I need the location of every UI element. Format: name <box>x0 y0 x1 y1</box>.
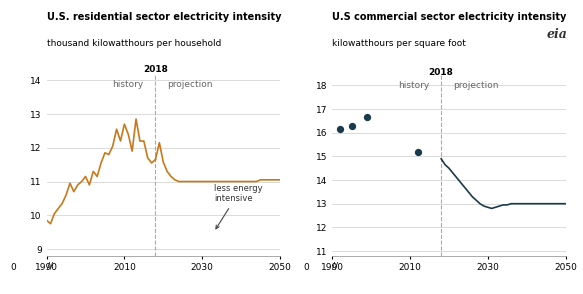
Text: history: history <box>113 80 144 89</box>
Text: //: // <box>332 261 338 270</box>
Text: 0: 0 <box>10 263 16 272</box>
Text: //: // <box>47 261 52 270</box>
Text: projection: projection <box>167 80 213 89</box>
Text: thousand kilowatthours per household: thousand kilowatthours per household <box>47 39 221 48</box>
Point <box>413 149 423 154</box>
Point <box>363 115 372 120</box>
Text: projection: projection <box>453 81 498 90</box>
Text: history: history <box>398 81 430 90</box>
Text: U.S commercial sector electricity intensity: U.S commercial sector electricity intens… <box>332 12 567 22</box>
Text: U.S. residential sector electricity intensity: U.S. residential sector electricity inte… <box>47 12 281 22</box>
Point <box>335 127 345 131</box>
Text: less energy
intensive: less energy intensive <box>214 184 262 229</box>
Text: 2018: 2018 <box>429 68 454 77</box>
Text: eia: eia <box>547 28 568 41</box>
Point <box>347 123 356 128</box>
Text: kilowatthours per square foot: kilowatthours per square foot <box>332 39 466 48</box>
Text: 0: 0 <box>303 263 309 272</box>
Text: 2018: 2018 <box>143 65 168 74</box>
